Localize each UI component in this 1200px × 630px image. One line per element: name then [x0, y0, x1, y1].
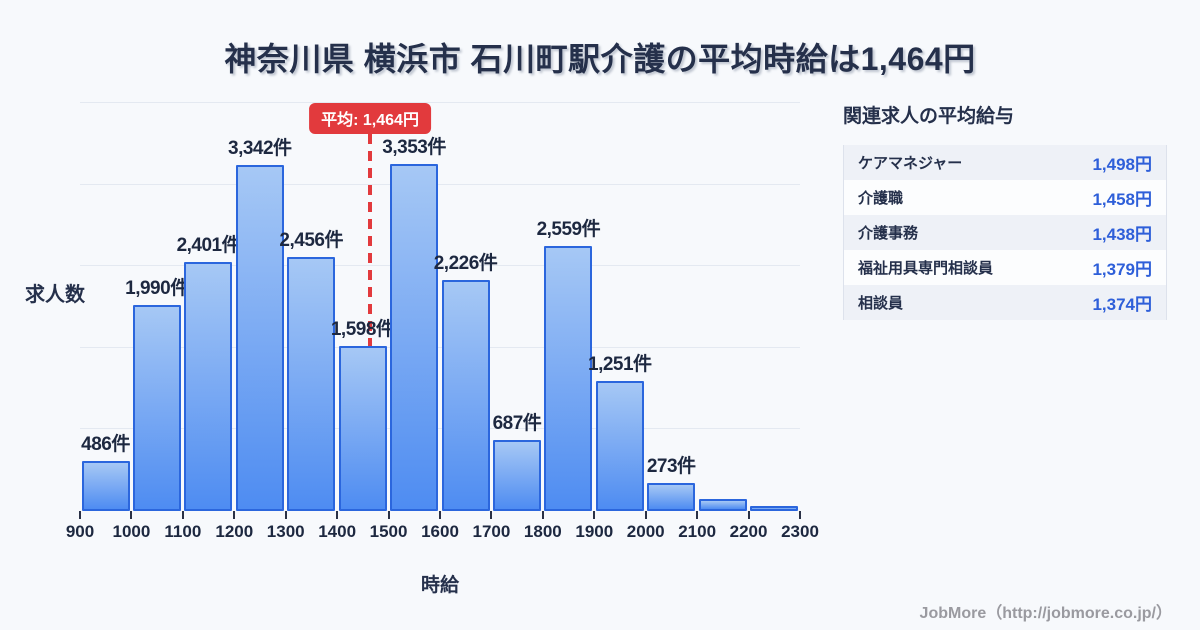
- related-job-value: 1,438円: [1092, 225, 1152, 244]
- related-job-label: 福祉用具専門相談員: [858, 260, 994, 277]
- histogram-bar: [338, 346, 387, 511]
- related-job-row: ケアマネジャー 1,498円: [844, 145, 1166, 180]
- plot-area: 平均: 1,464円 486件 1,990件 2,401件 3,342件 2,456件 1…: [66, 102, 819, 541]
- histogram-bar: [81, 461, 130, 511]
- bar-value-label: 3,353件: [382, 137, 446, 158]
- gridline: [80, 265, 800, 267]
- x-tick-mark: [181, 511, 184, 519]
- x-tick-label: 1100: [164, 522, 202, 541]
- y-axis-title: 求人数: [25, 284, 85, 306]
- x-tick-label: 1900: [575, 522, 614, 541]
- x-tick-mark: [799, 511, 801, 519]
- related-job-row: 介護職 1,458円: [844, 180, 1166, 215]
- histogram-bar: [492, 440, 541, 511]
- related-job-label: 介護事務: [858, 225, 919, 242]
- x-tick-mark: [696, 511, 699, 519]
- histogram-bar: [698, 499, 747, 511]
- x-tick-mark: [79, 511, 81, 519]
- related-job-value: 1,379円: [1092, 260, 1152, 279]
- x-tick-label: 2000: [626, 522, 665, 541]
- histogram-bar: [595, 381, 644, 511]
- bar-value-label: 2,456件: [279, 230, 343, 251]
- gridline: [80, 102, 800, 103]
- related-job-label: 相談員: [858, 295, 904, 312]
- related-jobs-heading: 関連求人の平均給与: [843, 106, 1015, 127]
- related-jobs-table: ケアマネジャー 1,498円介護職 1,458円介護事務 1,438円福祉用具専門相談…: [843, 145, 1167, 320]
- gridline: [80, 346, 800, 348]
- x-tick-mark: [439, 511, 441, 519]
- histogram-bar: [750, 506, 799, 511]
- x-tick-label: 1400: [318, 522, 357, 541]
- bar-value-label: 687件: [492, 413, 542, 434]
- x-tick-mark: [644, 511, 647, 519]
- related-job-value: 1,498円: [1092, 155, 1152, 174]
- bar-value-label: 2,226件: [433, 253, 498, 274]
- x-tick-label: 2200: [729, 522, 768, 541]
- x-tick-mark: [593, 511, 596, 519]
- bar-value-label: 2,559件: [536, 219, 601, 240]
- x-tick-mark: [747, 511, 750, 519]
- x-tick-label: 900: [65, 522, 95, 541]
- footer-credit: JobMore（http://jobmore.co.jp/）: [919, 605, 1172, 622]
- x-tick-mark: [541, 511, 544, 519]
- x-tick-label: 1300: [266, 522, 305, 541]
- histogram-bar: [544, 246, 593, 511]
- x-tick-label: 2300: [781, 522, 819, 541]
- x-tick-label: 1500: [369, 522, 408, 541]
- bar-value-label: 3,342件: [228, 138, 292, 159]
- histogram-bar: [132, 305, 181, 511]
- histogram-bar: [184, 262, 233, 511]
- x-axis-title: 時給: [420, 575, 459, 596]
- average-badge: 平均: 1,464円: [309, 103, 431, 134]
- x-tick-label: 1600: [421, 522, 459, 541]
- page-title: 神奈川県 横浜市 石川町駅介護の平均時給は1,464円: [224, 41, 976, 77]
- bar-value-label: 273件: [646, 456, 696, 477]
- histogram-bar: [390, 164, 439, 511]
- x-tick-mark: [130, 511, 133, 519]
- bar-value-label: 486件: [81, 434, 130, 455]
- gridline: [80, 183, 800, 185]
- x-tick-mark: [233, 511, 236, 519]
- x-tick-label: 1800: [523, 522, 562, 541]
- x-tick-mark: [490, 511, 493, 519]
- related-job-row: 福祉用具専門相談員 1,379円: [844, 250, 1166, 285]
- x-tick-label: 2100: [678, 522, 717, 541]
- histogram-bar: [647, 483, 696, 511]
- histogram-bar: [287, 257, 336, 511]
- x-tick-mark: [387, 511, 390, 519]
- x-tick-mark: [336, 511, 339, 519]
- x-tick-label: 1000: [112, 522, 151, 541]
- average-line: [368, 134, 373, 511]
- related-job-row: 介護事務 1,438円: [844, 215, 1166, 250]
- related-job-value: 1,374円: [1092, 295, 1152, 314]
- related-job-row: 相談員 1,374円: [844, 285, 1166, 320]
- bar-value-label: 1,251件: [588, 354, 652, 375]
- related-job-value: 1,458円: [1092, 190, 1152, 209]
- bar-value-label: 1,598件: [330, 319, 395, 340]
- bar-value-label: 1,990件: [125, 278, 189, 299]
- related-job-label: ケアマネジャー: [858, 155, 963, 172]
- x-tick-label: 1700: [472, 522, 511, 541]
- histogram-bar: [235, 165, 284, 511]
- x-tick-label: 1200: [215, 522, 254, 541]
- related-job-label: 介護職: [858, 190, 904, 207]
- gridline: [80, 428, 800, 430]
- x-tick-mark: [284, 511, 287, 519]
- histogram-bar: [441, 280, 490, 511]
- bar-value-label: 2,401件: [176, 235, 241, 256]
